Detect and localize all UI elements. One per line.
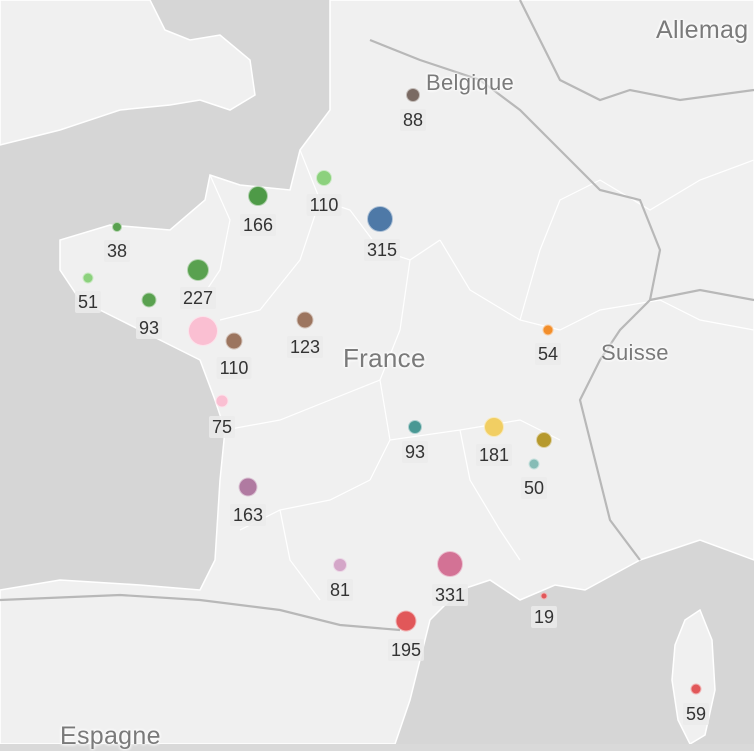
map-marker-label: 315: [363, 239, 401, 261]
map-marker[interactable]: [367, 206, 393, 232]
map-marker-label: 51: [74, 291, 102, 313]
map-marker-label: 110: [216, 357, 252, 379]
map-marker-label: 331: [431, 584, 469, 606]
map-marker[interactable]: [215, 394, 229, 408]
map-marker[interactable]: [333, 558, 347, 572]
map-marker[interactable]: [82, 272, 94, 284]
map-marker-label: 50: [520, 477, 548, 499]
map-marker-label: 227: [179, 287, 217, 309]
map-marker-label: 181: [475, 444, 513, 466]
map-marker[interactable]: [536, 432, 552, 448]
map-marker-label: 59: [682, 703, 710, 725]
map-marker[interactable]: [690, 683, 702, 695]
map-marker-label: 93: [135, 317, 163, 339]
map-marker-label: 38: [103, 240, 131, 262]
map-marker[interactable]: [188, 316, 218, 346]
map-marker[interactable]: [406, 88, 420, 102]
map-marker[interactable]: [528, 458, 540, 470]
map-marker-label: 166: [239, 214, 277, 236]
country-borders: [0, 0, 754, 632]
map-marker-label: 93: [401, 441, 429, 463]
map-marker[interactable]: [437, 551, 463, 577]
map-marker[interactable]: [187, 259, 209, 281]
map-marker[interactable]: [296, 311, 314, 329]
map-marker-label: 75: [208, 416, 236, 438]
map-marker[interactable]: [141, 292, 157, 308]
map-marker[interactable]: [395, 610, 417, 632]
map-marker-label: 54: [534, 343, 562, 365]
map-marker[interactable]: [484, 417, 504, 437]
map-marker-label: 195: [387, 639, 425, 661]
map-marker[interactable]: [225, 332, 243, 350]
map-marker-label: 19: [530, 606, 558, 628]
map-marker-label: 88: [399, 109, 427, 131]
map-marker-label: 110: [306, 194, 342, 216]
country-label-france: France: [343, 343, 426, 373]
country-label-germany: Allemag: [656, 16, 749, 44]
map-marker[interactable]: [112, 222, 122, 232]
great-britain-land: [0, 0, 256, 146]
country-label-belgium: Belgique: [426, 70, 515, 95]
country-label-switzerland: Suisse: [601, 340, 669, 365]
map-marker-label: 123: [286, 336, 324, 358]
map-marker[interactable]: [542, 324, 554, 336]
country-label-spain: Espagne: [60, 722, 161, 750]
map-marker[interactable]: [540, 592, 548, 600]
map-marker[interactable]: [238, 477, 258, 497]
map-marker[interactable]: [408, 420, 422, 434]
map-marker-label: 163: [229, 504, 267, 526]
map-marker-label: 81: [326, 579, 354, 601]
map-marker[interactable]: [316, 170, 332, 186]
map-marker[interactable]: [248, 186, 268, 206]
